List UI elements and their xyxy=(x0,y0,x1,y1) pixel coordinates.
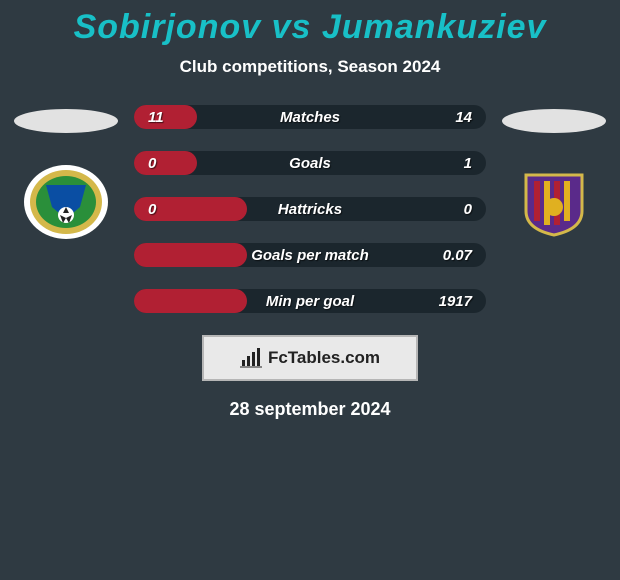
stat-label: Matches xyxy=(134,109,486,126)
stat-right-value: 0.07 xyxy=(443,247,472,264)
date-text: 28 september 2024 xyxy=(0,399,620,420)
stat-label: Goals xyxy=(134,155,486,172)
stat-right-value: 1 xyxy=(464,155,472,172)
stat-right-value: 1917 xyxy=(439,293,472,310)
subtitle: Club competitions, Season 2024 xyxy=(0,57,620,77)
left-player-col xyxy=(6,105,126,241)
right-player-col xyxy=(494,105,614,241)
bar-chart-icon xyxy=(240,348,262,368)
brand-text: FcTables.com xyxy=(268,348,380,368)
stat-row: Goals per match0.07 xyxy=(134,243,486,267)
right-player-ellipse xyxy=(502,109,606,133)
page-title: Sobirjonov vs Jumankuziev xyxy=(0,0,620,47)
stat-right-value: 14 xyxy=(455,109,472,126)
left-player-ellipse xyxy=(14,109,118,133)
stat-label: Min per goal xyxy=(134,293,486,310)
stats-column: 11Matches140Goals10Hattricks0Goals per m… xyxy=(126,105,494,313)
stat-label: Hattricks xyxy=(134,201,486,218)
brand-badge[interactable]: FcTables.com xyxy=(202,335,418,381)
crest-right-icon xyxy=(510,163,598,241)
comparison-card: Sobirjonov vs Jumankuziev Club competiti… xyxy=(0,0,620,580)
stat-label: Goals per match xyxy=(134,247,486,264)
main-row: 11Matches140Goals10Hattricks0Goals per m… xyxy=(0,105,620,313)
right-crest xyxy=(510,163,598,241)
stat-row: 0Goals1 xyxy=(134,151,486,175)
stat-right-value: 0 xyxy=(464,201,472,218)
left-crest xyxy=(22,163,110,241)
stat-row: Min per goal1917 xyxy=(134,289,486,313)
stat-row: 0Hattricks0 xyxy=(134,197,486,221)
crest-left-icon xyxy=(22,163,110,241)
stat-row: 11Matches14 xyxy=(134,105,486,129)
